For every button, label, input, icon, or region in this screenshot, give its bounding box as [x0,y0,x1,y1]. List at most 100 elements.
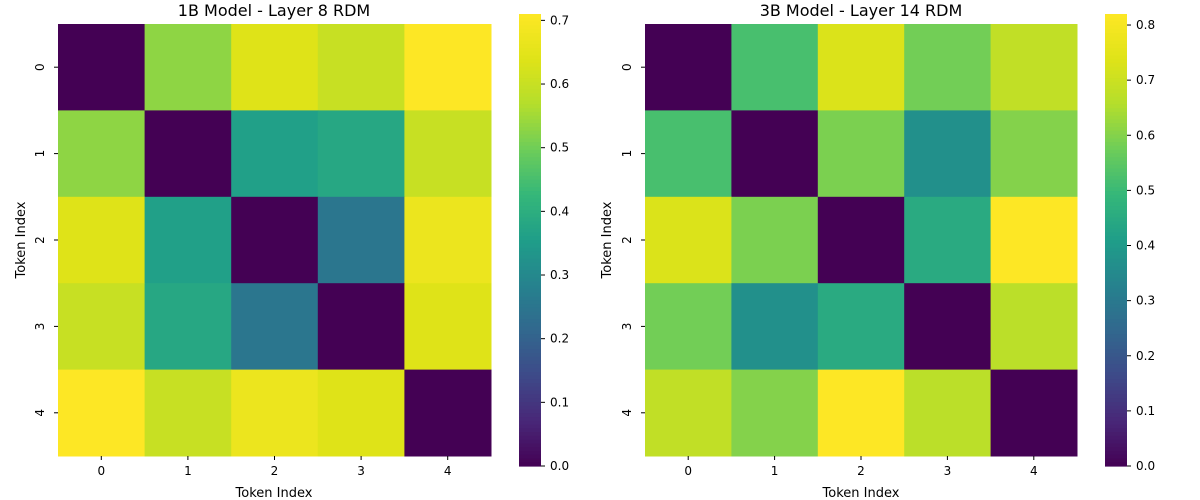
heatmap-cell-2-2 [231,196,319,284]
colorbar-segment [519,70,541,75]
colorbar-segment [519,81,541,87]
colorbar-segment [519,32,541,38]
colorbar-tick-label: 0.3 [1136,294,1155,308]
colorbar-segment [519,258,541,264]
heatmap-cell-2-0 [58,196,146,284]
colorbar-segment [1105,462,1127,467]
colorbar-tick-label: 0.6 [1136,128,1155,142]
colorbar-segment [1105,383,1127,388]
heatmap-cell-4-3 [904,369,992,457]
colorbar-segment [519,262,541,267]
colorbar-segment [519,187,541,192]
heatmap-cell-0-0 [645,24,732,111]
colorbar-segment [1105,296,1127,301]
y-tick-label: 2 [33,236,47,244]
heatmap-cells [645,24,1078,457]
colorbar-segment [1105,194,1127,200]
colorbar-segment [519,93,541,98]
colorbar-segment [519,270,541,275]
colorbar-segment [519,243,541,249]
colorbar-segment [1105,160,1127,166]
heatmap-cell-1-2 [231,110,319,198]
colorbar-segment [1105,368,1127,373]
colorbar-segment [519,47,541,53]
colorbar-segment [1105,307,1127,313]
colorbar-tick-label: 0.7 [1136,73,1155,87]
colorbar-segment [1105,224,1127,230]
colorbar-segment [519,100,541,105]
colorbar-segment [1105,14,1127,19]
colorbar-segment [1105,127,1127,132]
colorbar-segment [1105,292,1127,298]
heatmap-cell-2-1 [144,196,232,284]
colorbar-segment [1105,375,1127,380]
colorbar-segment [1105,55,1127,60]
colorbar-segment [1105,78,1127,83]
colorbar-segment [519,240,541,245]
colorbar-segment [1105,270,1127,275]
colorbar-segment [519,413,541,418]
heatmap-cell-0-2 [817,24,905,111]
colorbar-tick-label: 0.4 [1136,239,1155,253]
colorbar-segment [519,288,541,294]
colorbar-segment [1105,398,1127,403]
colorbar-segment [1105,108,1127,113]
colorbar-tick-label: 0.6 [550,77,569,91]
colorbar-segment [1105,115,1127,121]
colorbar-segment [519,194,541,200]
colorbar-segment [1105,111,1127,117]
colorbar-segment [1105,47,1127,53]
colorbar-segment [1105,93,1127,98]
rdm-heatmap-panel-3b: 3B Model - Layer 14 RDM Token Index Toke… [600,1,1155,500]
colorbar-segment [519,172,541,177]
colorbar-segment [1105,153,1127,158]
colorbar-segment [1105,341,1127,347]
colorbar-segment [519,25,541,30]
colorbar-tick-label: 0.1 [550,395,569,409]
colorbar-segment [519,390,541,396]
colorbar-tick-label: 0.5 [550,141,569,155]
colorbar-segment [1105,32,1127,38]
colorbar-segment [519,368,541,373]
colorbar-segment [519,66,541,72]
x-axis-label: Token Index [235,486,313,500]
colorbar-segment [519,36,541,41]
colorbar-segment [519,232,541,237]
colorbar-segment [1105,17,1127,23]
heatmap-cell-3-2 [817,283,905,371]
colorbar-segment [519,183,541,188]
colorbar-segment [1105,172,1127,177]
x-tick-label: 3 [944,464,952,478]
y-tick-label: 4 [620,409,634,417]
colorbar-segment [519,454,541,460]
colorbar-segment [1105,217,1127,222]
colorbar-segment [1105,191,1127,196]
colorbar-segment [519,462,541,467]
x-tick-label: 4 [1030,464,1038,478]
heatmap-cell-1-4 [990,110,1078,198]
colorbar-segment [1105,255,1127,260]
y-tick-label: 3 [33,323,47,331]
colorbar-segment [1105,417,1127,422]
colorbar-segment [1105,44,1127,49]
colorbar-segment [519,108,541,113]
colorbar-segment [1105,236,1127,241]
colorbar-segment [519,292,541,298]
heatmap-cell-1-3 [317,110,405,198]
colorbar-segment [519,217,541,222]
colorbar-segment [1105,288,1127,294]
colorbar-segment [519,251,541,256]
colorbar-segment [519,337,541,343]
heatmap-cell-3-1 [144,283,232,371]
colorbar-segment [519,371,541,377]
heatmap-cell-4-3 [317,369,405,457]
heatmap-cell-0-4 [404,24,492,111]
colorbar-segment [519,401,541,407]
colorbar-segment [519,104,541,109]
colorbar-segment [519,202,541,207]
colorbar-segment [1105,123,1127,128]
heatmap-cell-1-0 [58,110,146,198]
colorbar-tick-label: 0.5 [1136,183,1155,197]
colorbar-segment [1105,36,1127,41]
